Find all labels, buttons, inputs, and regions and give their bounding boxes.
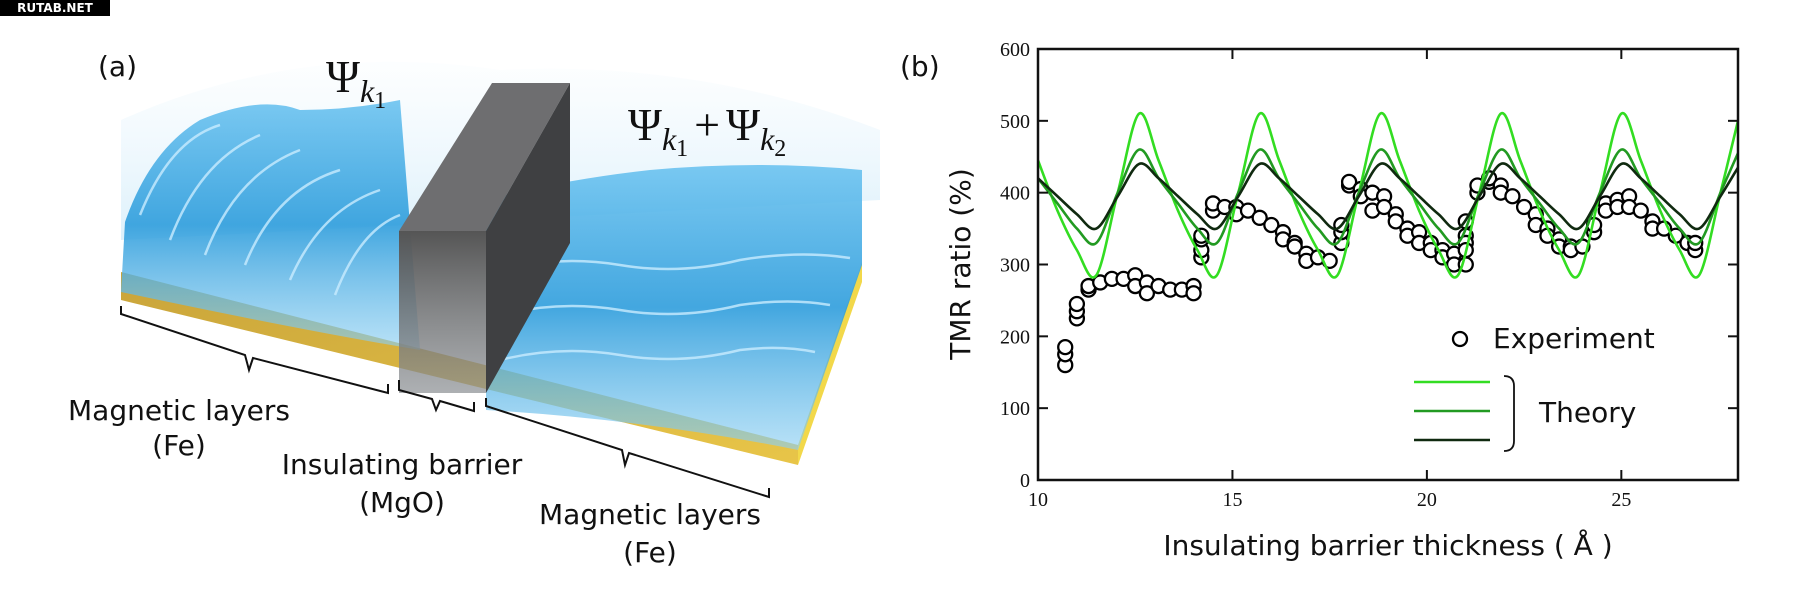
x-axis-label: Insulating barrier thickness ( Å ) <box>1163 528 1612 562</box>
theory-line <box>1038 162 1738 231</box>
legend-marker <box>1451 330 1469 348</box>
block-side <box>486 83 570 393</box>
y-tick-label: 0 <box>1020 470 1030 492</box>
y-axis-label: TMR ratio (%) <box>944 168 977 361</box>
data-point <box>1239 202 1257 219</box>
panel-label: (b) <box>900 50 940 83</box>
legend-brace <box>1503 375 1515 452</box>
left-layer-label: (Fe) <box>152 429 206 462</box>
data-point <box>1263 216 1280 234</box>
slab-side <box>798 262 862 465</box>
brackets <box>120 306 770 499</box>
right-layer-label: Magnetic layers <box>539 498 761 531</box>
data-point <box>1687 234 1704 252</box>
wave-left <box>121 100 420 350</box>
x-tick-label: 20 <box>1417 489 1437 511</box>
block-top <box>399 83 570 231</box>
x-tick-label: 25 <box>1611 489 1631 511</box>
x-tick-label: 10 <box>1028 489 1048 511</box>
data-point <box>1068 295 1086 313</box>
block-front <box>399 231 486 393</box>
illustration <box>120 61 880 499</box>
legend-label: Experiment <box>1493 322 1655 355</box>
barrier-label: Insulating barrier <box>282 448 523 481</box>
right-layer-label: (Fe) <box>623 536 677 569</box>
panel-label: (a) <box>98 50 137 83</box>
plot <box>1038 112 1738 374</box>
theory-line <box>1038 112 1738 279</box>
data-point <box>1286 238 1303 255</box>
y-tick-label: 100 <box>1000 398 1030 420</box>
wave-right <box>486 165 862 450</box>
psi-right: Ψk1 + Ψk2 <box>628 99 786 162</box>
y-tick-label: 600 <box>1000 39 1030 61</box>
data-point <box>1340 173 1358 191</box>
data-point <box>1185 285 1202 302</box>
watermark: RUTAB.NET <box>17 1 93 15</box>
data-point <box>1387 213 1404 230</box>
y-tick-label: 500 <box>1000 111 1030 133</box>
y-tick-label: 200 <box>1000 326 1030 348</box>
data-point <box>1515 198 1533 216</box>
data-point <box>1504 188 1521 205</box>
watermark-box <box>0 0 110 16</box>
y-tick-label: 400 <box>1000 183 1030 205</box>
y-tick-label: 300 <box>1000 255 1030 277</box>
psi-left: Ψk1 <box>326 51 386 114</box>
data-point <box>1138 285 1156 302</box>
x-tick-label: 15 <box>1222 489 1242 511</box>
data-point <box>1632 202 1649 219</box>
data-point <box>1375 198 1393 216</box>
data-point <box>1057 338 1074 356</box>
legend-label: Theory <box>1538 396 1636 429</box>
left-layer-label: Magnetic layers <box>68 394 290 427</box>
barrier-label: (MgO) <box>359 486 445 519</box>
data-point <box>1251 209 1268 226</box>
